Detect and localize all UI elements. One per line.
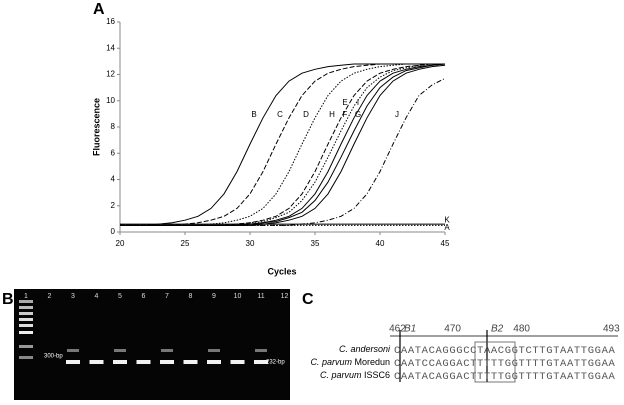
line-series xyxy=(120,64,446,226)
series-label: B xyxy=(251,110,256,119)
sequence: CAATACAGGGCCTAACGGTCTTGTAATTGGAA xyxy=(394,345,615,357)
panel-letter: A xyxy=(93,1,105,18)
position-label: 462 xyxy=(389,324,406,335)
y-tick-label: 10 xyxy=(106,96,115,105)
lane-number: 3 xyxy=(71,293,75,300)
gel-band xyxy=(114,349,126,352)
lane-number: 8 xyxy=(189,293,193,300)
series-label: J xyxy=(395,110,399,119)
x-tick-label: 25 xyxy=(181,239,190,248)
gel-band xyxy=(254,360,268,364)
gel-band xyxy=(89,360,104,364)
series-label: C xyxy=(277,110,283,119)
x-tick-label: 45 xyxy=(441,239,450,248)
y-tick-label: 4 xyxy=(111,175,116,184)
series-label: E xyxy=(342,98,347,107)
panel-letter: B xyxy=(2,291,14,308)
x-tick-label: 35 xyxy=(311,239,320,248)
species: C. andersoni xyxy=(339,344,391,354)
line-series xyxy=(120,77,446,226)
position-label: 480 xyxy=(513,324,530,335)
sequence: CAATCCAGGACTTTTTGGTTTTGTAATTGGAA xyxy=(394,358,615,370)
y-tick-label: 6 xyxy=(111,148,116,157)
gel-band xyxy=(208,349,220,352)
box-label: B2 xyxy=(491,324,504,335)
lane-number: 12 xyxy=(281,293,289,300)
sequence: CAATACAGGACTTTTTGGTTTTGTAATTGGAA xyxy=(394,371,615,383)
y-axis-label: Fluorescence xyxy=(91,98,101,156)
x-axis-label: Cycles xyxy=(267,266,296,276)
line-series xyxy=(120,63,445,226)
y-tick-label: 16 xyxy=(106,17,115,26)
gel-band xyxy=(136,360,151,364)
series-label: F xyxy=(343,110,348,119)
gel-band xyxy=(67,349,79,352)
series-label: I xyxy=(357,98,359,107)
gel-band xyxy=(160,360,174,364)
x-tick-label: 40 xyxy=(376,239,385,248)
gel-band xyxy=(113,360,127,364)
y-tick-label: 8 xyxy=(111,122,116,131)
position-label: 470 xyxy=(444,324,461,335)
lane-number: 5 xyxy=(118,293,122,300)
series-label: K xyxy=(444,216,450,225)
gel-band xyxy=(161,349,173,352)
gel-image xyxy=(14,289,290,400)
lane-number: 10 xyxy=(234,293,242,300)
x-tick-label: 30 xyxy=(246,239,255,248)
size-label: 300-bp xyxy=(44,354,63,360)
lane-number: 2 xyxy=(48,293,52,300)
species-name: C. andersoni xyxy=(339,344,391,354)
y-tick-label: 12 xyxy=(106,70,115,79)
x-tick-label: 20 xyxy=(116,239,125,248)
size-label: 232-bp xyxy=(266,360,285,366)
gel-band xyxy=(183,360,198,364)
series-label: G xyxy=(355,110,361,119)
gel-band xyxy=(230,360,245,364)
series-label: A xyxy=(444,223,450,232)
gel-band xyxy=(207,360,221,364)
strain: ISSC6 xyxy=(364,370,390,380)
line-series xyxy=(120,63,445,226)
lane-number: 9 xyxy=(212,293,216,300)
lane-number: 11 xyxy=(257,293,264,300)
highlight-box xyxy=(474,341,516,383)
y-tick-label: 0 xyxy=(111,227,116,236)
species: C. parvum xyxy=(310,357,352,367)
species: C. parvum xyxy=(320,370,362,380)
lane-number: 1 xyxy=(24,293,28,300)
y-tick-label: 14 xyxy=(106,43,115,52)
box-label: B1 xyxy=(404,324,416,335)
lane-number: 7 xyxy=(165,293,169,300)
y-tick-label: 2 xyxy=(111,201,116,210)
series-label: H xyxy=(329,110,335,119)
gel-marker-ladder xyxy=(19,300,33,359)
position-label: 493 xyxy=(603,324,620,335)
panel-letter: C xyxy=(302,291,314,308)
gel-band xyxy=(66,360,80,364)
series-label: D xyxy=(303,110,309,119)
strain: Moredun xyxy=(354,357,390,367)
gel-band xyxy=(255,349,267,352)
species-name: C. parvum ISSC6 xyxy=(320,370,390,380)
lane-number: 6 xyxy=(142,293,146,300)
lane-number: 4 xyxy=(95,293,99,300)
line-series xyxy=(120,63,445,226)
species-name: C. parvum Moredun xyxy=(310,357,390,367)
